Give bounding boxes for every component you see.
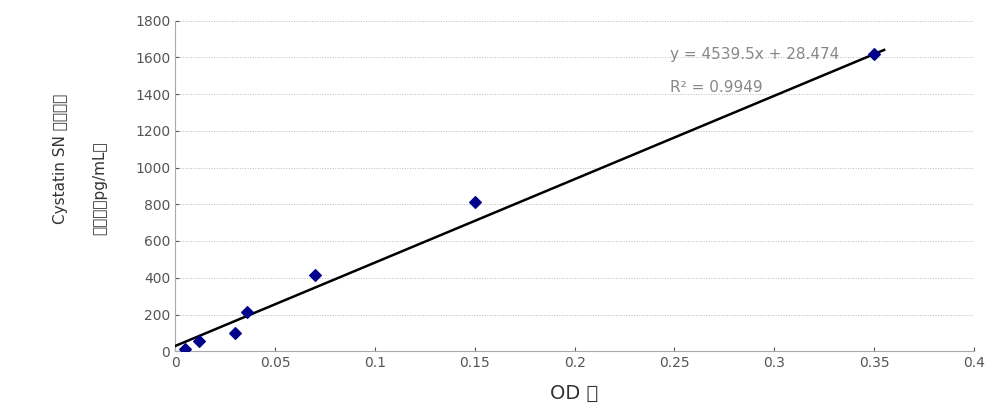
Point: [177, 346, 193, 353]
Point: [866, 50, 882, 57]
Text: R² = 0.9949: R² = 0.9949: [670, 80, 763, 95]
Text: （单位：pg/mL）: （单位：pg/mL）: [92, 141, 108, 235]
Point: [239, 308, 255, 315]
Point: [307, 272, 323, 278]
Point: [191, 338, 207, 344]
Text: Cystatin SN 蛋白浓度: Cystatin SN 蛋白浓度: [52, 94, 68, 224]
X-axis label: OD 値: OD 値: [550, 384, 599, 403]
Text: y = 4539.5x + 28.474: y = 4539.5x + 28.474: [670, 47, 840, 62]
Point: [467, 199, 483, 206]
Point: [227, 329, 243, 336]
